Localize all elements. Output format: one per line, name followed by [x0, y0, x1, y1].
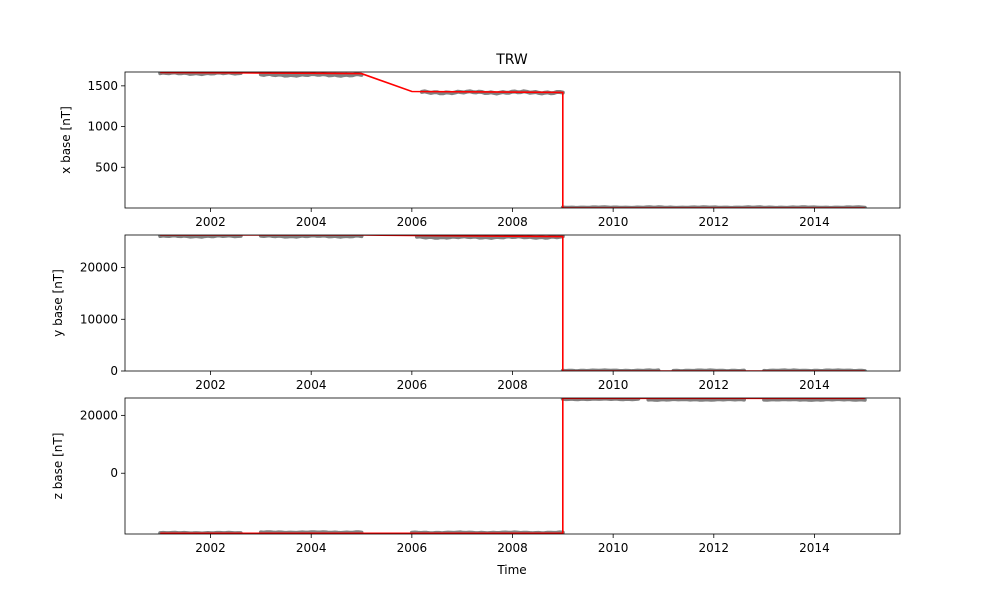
chart-title: TRW — [495, 52, 528, 68]
y-tick-label: 1500 — [87, 79, 118, 93]
x-tick-label: 2004 — [296, 378, 327, 392]
raw-data-z-5 — [762, 398, 867, 402]
raw-data-y-2 — [414, 235, 565, 240]
y-tick-label: 0 — [110, 466, 118, 480]
x-tick-label: 2010 — [598, 378, 629, 392]
subplot-z: 2002 2004 2006 2008 2010 2012 2014 0 20000 z base… — [51, 397, 901, 555]
subplot-y: 2002 2004 2006 2008 2010 2012 2014 0 10000 20000 y… — [51, 234, 901, 392]
x-tick-label: 2014 — [799, 215, 830, 229]
y-axis-label-x: x base [nT] — [59, 106, 73, 174]
y-tick-label: 500 — [95, 160, 118, 174]
x-tick-label: 2008 — [497, 215, 528, 229]
x-tick-label: 2004 — [296, 541, 327, 555]
x-tick-label: 2010 — [598, 215, 629, 229]
raw-data-z-4 — [646, 398, 746, 402]
x-tick-label: 2004 — [296, 215, 327, 229]
y-axis-label-z: z base [nT] — [51, 433, 65, 500]
y-tick-label: 20000 — [80, 261, 118, 275]
y-tick-label: 10000 — [80, 312, 118, 326]
x-tick-label: 2006 — [397, 378, 428, 392]
x-tick-label: 2002 — [195, 541, 226, 555]
x-tick-label: 2014 — [799, 378, 830, 392]
baseline-x — [160, 72, 865, 208]
plot-area — [158, 398, 867, 534]
x-tick-label: 2010 — [598, 541, 629, 555]
baseline-z — [160, 398, 865, 534]
x-tick-label: 2006 — [397, 541, 428, 555]
axes-frame-z — [124, 397, 901, 535]
axes-frame-y — [124, 234, 901, 372]
plot-area — [158, 72, 867, 208]
y-tick-label: 1000 — [87, 120, 118, 134]
x-tick-label: 2012 — [699, 541, 730, 555]
x-tick-label: 2012 — [699, 378, 730, 392]
raw-data-x-1 — [258, 72, 364, 78]
x-tick-label: 2002 — [195, 215, 226, 229]
x-tick-label: 2008 — [497, 541, 528, 555]
y-axis-label-y: y base [nT] — [51, 269, 65, 337]
x-axis-label: Time — [496, 563, 526, 577]
baseline-y — [160, 235, 865, 371]
x-tick-label: 2002 — [195, 378, 226, 392]
x-tick-label: 2012 — [699, 215, 730, 229]
x-tick-label: 2014 — [799, 541, 830, 555]
x-tick-label: 2006 — [397, 215, 428, 229]
subplots: 2002 2004 2006 2008 2010 2012 2014 500 1000 1500 x… — [51, 71, 901, 555]
x-tick-label: 2008 — [497, 378, 528, 392]
y-tick-label: 0 — [110, 364, 118, 378]
plot-area — [158, 235, 867, 371]
y-tick-label: 20000 — [80, 408, 118, 422]
subplot-x: 2002 2004 2006 2008 2010 2012 2014 500 1000 1500 x… — [59, 71, 901, 229]
